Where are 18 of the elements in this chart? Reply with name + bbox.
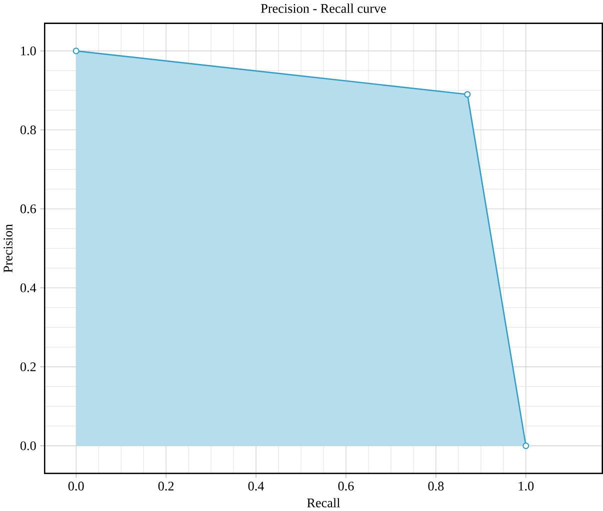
x-tick-label: 0.6 [338, 482, 354, 491]
y-tick-label: 0.0 [20, 441, 36, 450]
x-tick-label: 0.0 [68, 482, 84, 491]
point [464, 91, 471, 98]
chart-title: Precision - Recall curve [260, 4, 386, 13]
point [72, 48, 80, 54]
y-tick-label: 0.2 [20, 362, 36, 372]
x-tick-label: 1.0 [518, 482, 534, 491]
x-axis-title: Recall [307, 498, 340, 508]
point [522, 442, 530, 450]
y-tick-label: 1.0 [21, 46, 36, 56]
x-tick-label: 0.2 [158, 482, 174, 491]
y-tick-label: 0.4 [20, 283, 36, 292]
y-tick-label: 0.6 [20, 204, 36, 214]
x-tick-label: 0.4 [248, 482, 264, 491]
y-axis-title: Precision [4, 224, 12, 272]
y-tick-label: 0.8 [20, 125, 36, 134]
x-tick-label: 0.8 [428, 482, 444, 491]
